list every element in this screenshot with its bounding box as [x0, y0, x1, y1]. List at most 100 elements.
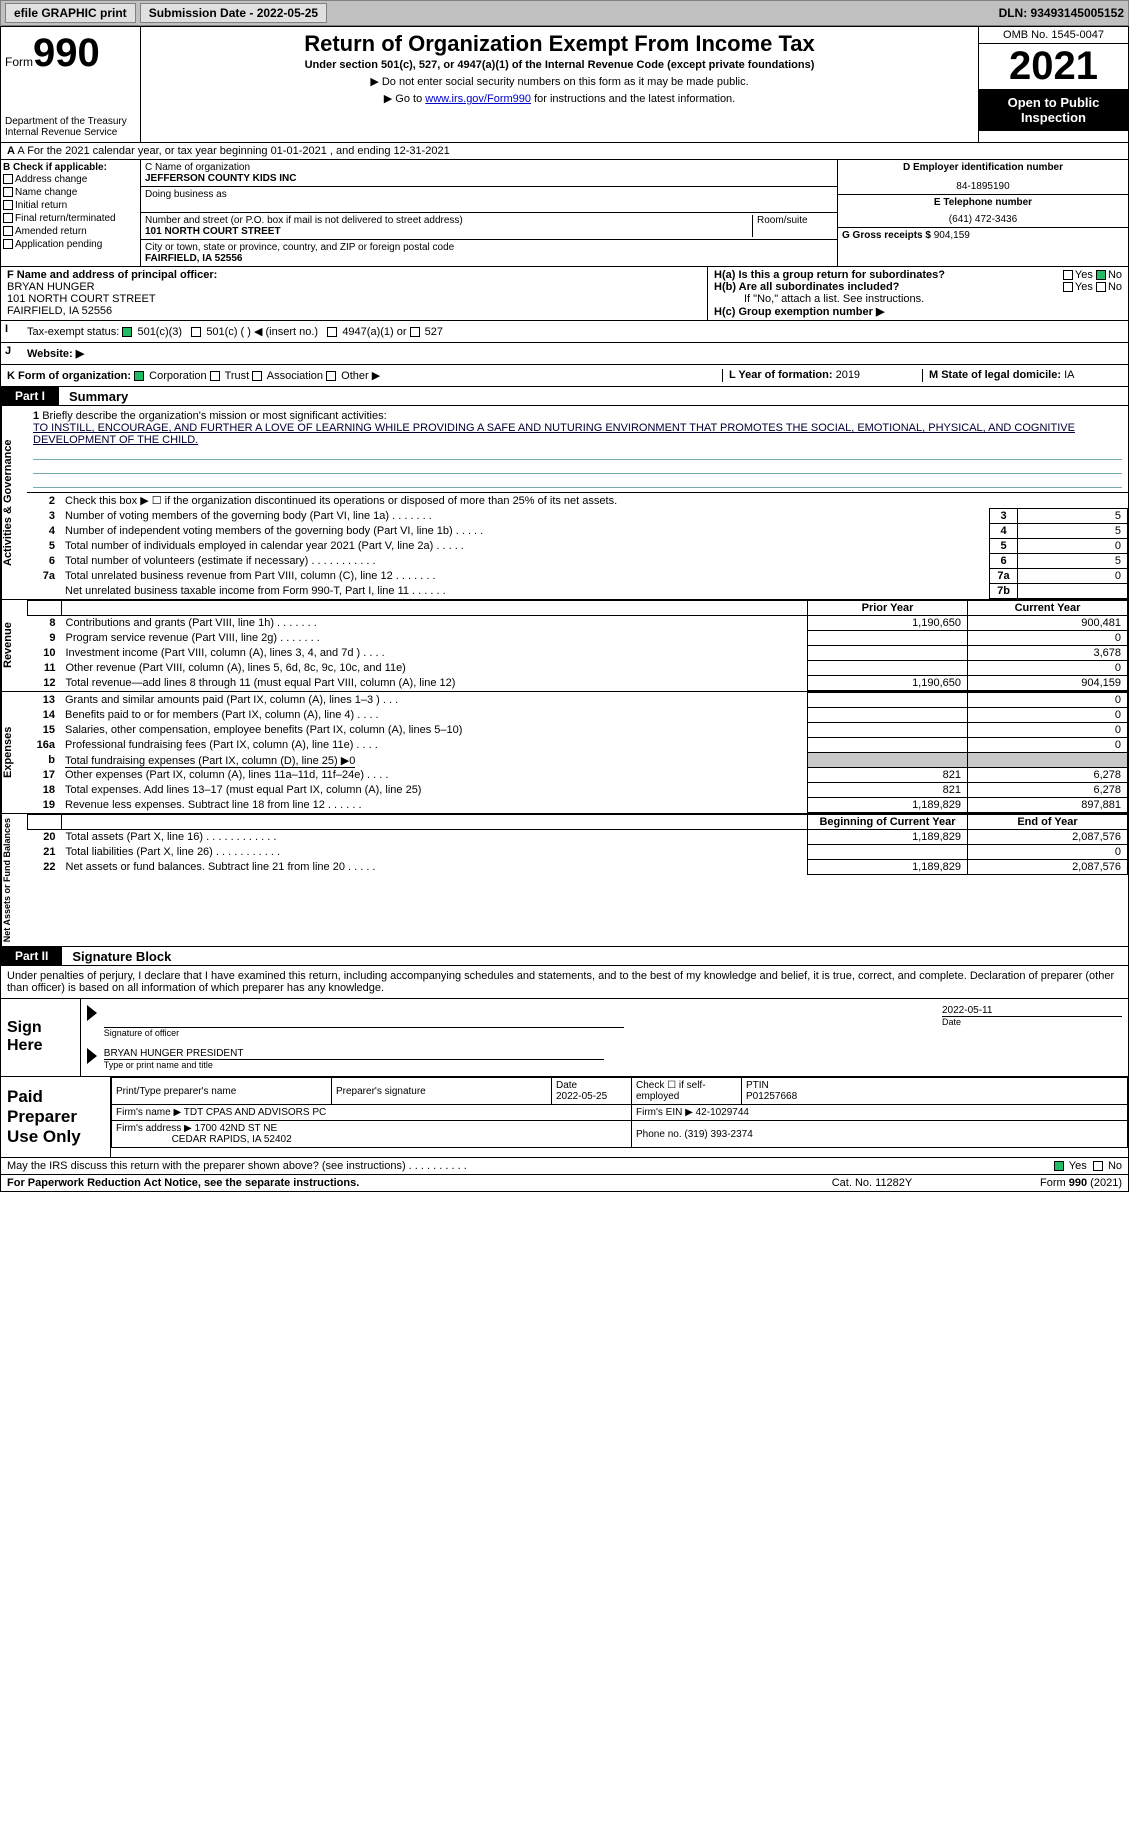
row-fh: F Name and address of principal officer:…	[1, 267, 1128, 321]
cb-501c[interactable]	[191, 327, 201, 337]
l14-n: 14	[27, 708, 61, 723]
l10-c: 3,678	[968, 646, 1128, 661]
cb-name-change[interactable]	[3, 187, 13, 197]
prep-c5-lbl: PTIN	[746, 1080, 769, 1091]
activities-section: Activities & Governance 1 Briefly descri…	[1, 406, 1128, 599]
l8-n: 8	[28, 616, 62, 631]
l7a-t: Total unrelated business revenue from Pa…	[61, 569, 990, 584]
sig-date-val: 2022-05-11	[942, 1005, 1122, 1016]
l16a-t: Professional fundraising fees (Part IX, …	[61, 738, 808, 753]
c-name-val: JEFFERSON COUNTY KIDS INC	[145, 173, 833, 184]
l16b-shade2	[968, 753, 1128, 768]
hc-lbl: H(c) Group exemption number ▶	[714, 305, 1122, 318]
cb-hb-yes[interactable]	[1063, 282, 1073, 292]
m-val: IA	[1064, 369, 1074, 381]
instr-2: ▶ Go to www.irs.gov/Form990 for instruct…	[145, 92, 974, 105]
l1-val: TO INSTILL, ENCOURAGE, AND FURTHER A LOV…	[33, 422, 1075, 446]
l14-t: Benefits paid to or for members (Part IX…	[61, 708, 808, 723]
cb-assoc[interactable]	[252, 371, 262, 381]
row-i: I Tax-exempt status: 501(c)(3) 501(c) ( …	[1, 321, 1128, 343]
cb-ha-yes[interactable]	[1063, 270, 1073, 280]
l7b-v	[1018, 584, 1128, 599]
vlabel-revenue: Revenue	[1, 600, 27, 691]
l12-n: 12	[28, 676, 62, 691]
col-b-hdr: B Check if applicable:	[3, 162, 138, 173]
cb-527[interactable]	[410, 327, 420, 337]
hb-lbl: H(b) Are all subordinates included?	[714, 281, 899, 293]
l19-n: 19	[27, 798, 61, 813]
cb-hb-no[interactable]	[1096, 282, 1106, 292]
l-val: 2019	[836, 369, 860, 381]
d-ein-val: 84-1895190	[842, 181, 1124, 192]
sig-name-caption: Type or print name and title	[104, 1060, 604, 1070]
l1-txt: Briefly describe the organization's miss…	[42, 410, 386, 422]
cb-application-pending[interactable]	[3, 239, 13, 249]
part1-title: Summary	[59, 389, 128, 404]
cb-4947[interactable]	[327, 327, 337, 337]
i-lbl: I	[1, 321, 23, 342]
submission-date-button[interactable]: Submission Date - 2022-05-25	[140, 3, 327, 23]
f-city: FAIRFIELD, IA 52556	[7, 305, 701, 317]
l16a-c: 0	[968, 738, 1128, 753]
prep-c2: Preparer's signature	[332, 1078, 552, 1105]
l13-t: Grants and similar amounts paid (Part IX…	[61, 693, 808, 708]
cb-discuss-yes[interactable]	[1054, 1161, 1064, 1171]
prep-c3-lbl: Date	[556, 1080, 577, 1091]
addr-val: 101 NORTH COURT STREET	[145, 226, 752, 237]
e-tel-val: (641) 472-3436	[842, 214, 1124, 225]
l11-c: 0	[968, 661, 1128, 676]
l11-t: Other revenue (Part VIII, column (A), li…	[62, 661, 808, 676]
l19-c: 897,881	[968, 798, 1128, 813]
l4-t: Number of independent voting members of …	[61, 524, 990, 539]
cb-amended-return[interactable]	[3, 226, 13, 236]
l13-n: 13	[27, 693, 61, 708]
l13-p	[808, 693, 968, 708]
dba-lbl: Doing business as	[145, 189, 833, 200]
k-o3: Association	[267, 370, 323, 382]
l5-v: 0	[1018, 539, 1128, 554]
i-o3: 4947(a)(1) or	[342, 326, 406, 338]
l21-p	[808, 845, 968, 860]
prep-ph-lbl: Phone no.	[636, 1129, 682, 1140]
sig-name-val: BRYAN HUNGER PRESIDENT	[104, 1048, 604, 1060]
col-c: C Name of organization JEFFERSON COUNTY …	[141, 160, 838, 266]
l4-v: 5	[1018, 524, 1128, 539]
f-addr: 101 NORTH COURT STREET	[7, 293, 701, 305]
discuss-no: No	[1108, 1160, 1122, 1172]
instr2-post: for instructions and the latest informat…	[531, 93, 735, 105]
cb-final-return[interactable]	[3, 213, 13, 223]
col-de: D Employer identification number 84-1895…	[838, 160, 1128, 266]
col-end: End of Year	[968, 815, 1128, 830]
instr2-pre: ▶ Go to	[384, 93, 425, 105]
foot-year: 2021	[1094, 1177, 1118, 1189]
l21-n: 21	[28, 845, 62, 860]
efile-print-button[interactable]: efile GRAPHIC print	[5, 3, 136, 23]
l3-n: 3	[27, 509, 61, 524]
irs-link[interactable]: www.irs.gov/Form990	[425, 93, 531, 105]
cb-other[interactable]	[326, 371, 336, 381]
l17-t: Other expenses (Part IX, column (A), lin…	[61, 768, 808, 783]
irs-label: Internal Revenue Service	[5, 127, 136, 138]
cb-address-change[interactable]	[3, 174, 13, 184]
col-prior: Prior Year	[808, 601, 968, 616]
i-o2: 501(c) ( ) ◀ (insert no.)	[206, 326, 318, 338]
foot-c: Cat. No. 11282Y	[782, 1177, 962, 1189]
ha-no: No	[1108, 269, 1122, 281]
lines-2-7: 2Check this box ▶ ☐ if the organization …	[27, 493, 1128, 599]
cb-corp[interactable]	[134, 371, 144, 381]
l20-n: 20	[28, 830, 62, 845]
hb-no: No	[1108, 281, 1122, 293]
cb-trust[interactable]	[210, 371, 220, 381]
cb-ha-no[interactable]	[1096, 270, 1106, 280]
hb-yes: Yes	[1075, 281, 1093, 293]
k-o2: Trust	[225, 370, 250, 382]
l7b-t: Net unrelated business taxable income fr…	[61, 584, 990, 599]
l9-n: 9	[28, 631, 62, 646]
instr-1: ▶ Do not enter social security numbers o…	[145, 75, 974, 88]
dln-label: DLN: 93493145005152	[999, 6, 1124, 20]
cb-initial-return[interactable]	[3, 200, 13, 210]
l6-v: 5	[1018, 554, 1128, 569]
l15-n: 15	[27, 723, 61, 738]
cb-501c3[interactable]	[122, 327, 132, 337]
cb-discuss-no[interactable]	[1093, 1161, 1103, 1171]
